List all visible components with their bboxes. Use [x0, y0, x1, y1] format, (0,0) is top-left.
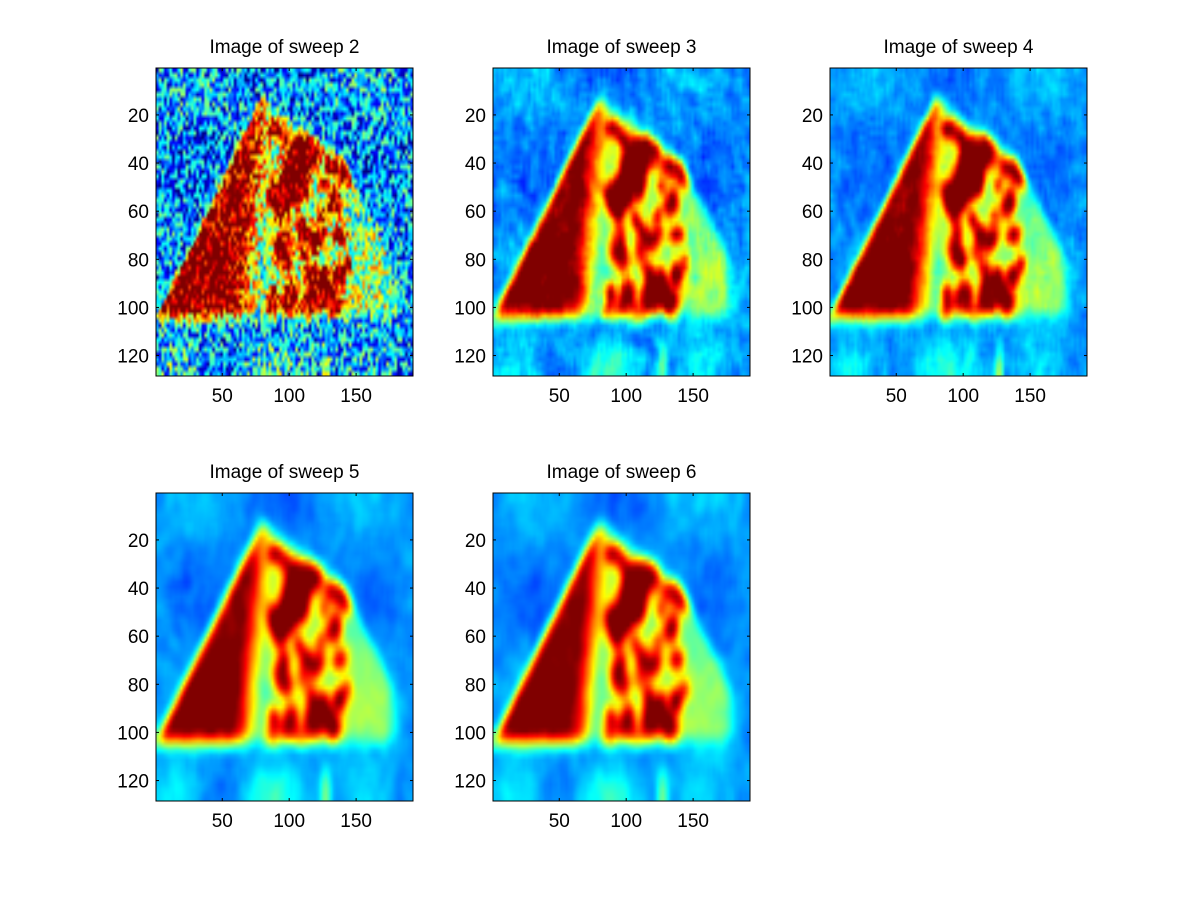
y-tick-label: 80 — [465, 250, 486, 271]
subplot-4: Image of sweep 5 50 100 150 20 40 60 80 100 120 — [117, 462, 414, 832]
y-tick-label: 20 — [465, 106, 486, 127]
y-tick-label: 120 — [454, 347, 486, 368]
y-tick-label: 120 — [117, 347, 149, 368]
y-tick-label: 40 — [465, 579, 486, 600]
axes-frame — [155, 67, 414, 377]
y-tick-label: 80 — [465, 675, 486, 696]
x-tick-label: 50 — [886, 386, 907, 407]
x-tick-label: 50 — [549, 386, 570, 407]
y-tick-label: 100 — [454, 298, 486, 319]
axes-frame — [492, 67, 751, 377]
y-tick-label: 120 — [117, 772, 149, 793]
axes-frame — [829, 67, 1088, 377]
y-tick-label: 80 — [128, 250, 149, 271]
x-tick-label: 150 — [677, 386, 709, 407]
y-tick-label: 60 — [465, 627, 486, 648]
x-tick-label: 50 — [212, 811, 233, 832]
y-tick-label: 40 — [465, 154, 486, 175]
y-tick-label: 60 — [128, 202, 149, 223]
subplot-grid: Image of sweep 250 100 15020406080100120Im… — [117, 37, 1088, 832]
subplot-5: Image of sweep 6 50 100 150 20 40 60 80 100 120 — [454, 462, 751, 832]
heatmap-image — [493, 68, 750, 376]
heatmap-image — [156, 68, 413, 376]
y-tick-label: 60 — [128, 627, 149, 648]
y-tick-label: 60 — [465, 202, 486, 223]
x-tick-label: 100 — [947, 386, 979, 407]
subplot-title: Image of sweep 4 — [884, 37, 1034, 58]
subplot-title: Image of sweep 5 — [210, 462, 360, 483]
subplot-2: Image of sweep 3 50 100 150 20 40 60 80 100 120 — [454, 37, 751, 407]
x-tick-label: 100 — [610, 386, 642, 407]
y-tick-label: 120 — [791, 347, 823, 368]
axes-frame — [492, 492, 751, 802]
heatmap-image — [830, 68, 1087, 376]
axes-frame — [155, 492, 414, 802]
x-tick-label: 100 — [273, 386, 305, 407]
y-tick-label: 20 — [128, 106, 149, 127]
y-tick-label: 40 — [128, 154, 149, 175]
y-tick-label: 100 — [117, 723, 149, 744]
y-tick-label: 20 — [802, 106, 823, 127]
y-tick-label: 100 — [117, 298, 149, 319]
subplot-title: Image of sweep 2 — [210, 37, 360, 58]
y-tick-label: 20 — [465, 531, 486, 552]
subplot-title: Image of sweep 6 — [547, 462, 697, 483]
x-tick-label: 100 — [610, 811, 642, 832]
subplot-1: Image of sweep 2 50 100 150 20 40 60 80 100 120 — [117, 37, 414, 407]
y-tick-label: 80 — [802, 250, 823, 271]
x-tick-label: 50 — [212, 386, 233, 407]
y-tick-label: 80 — [128, 675, 149, 696]
x-tick-label: 100 — [273, 811, 305, 832]
y-tick-label: 40 — [802, 154, 823, 175]
y-tick-label: 40 — [128, 579, 149, 600]
y-tick-label: 120 — [454, 772, 486, 793]
x-tick-label: 150 — [1014, 386, 1046, 407]
y-tick-label: 60 — [802, 202, 823, 223]
x-tick-label: 150 — [340, 811, 372, 832]
y-tick-label: 100 — [454, 723, 486, 744]
y-tick-label: 100 — [791, 298, 823, 319]
y-tick-label: 20 — [128, 531, 149, 552]
heatmap-image — [493, 493, 750, 801]
subplot-3: Image of sweep 4 50 100 150 20 40 60 80 100 120 — [791, 37, 1088, 407]
heatmap-image — [156, 493, 413, 801]
x-tick-label: 50 — [549, 811, 570, 832]
subplot-title: Image of sweep 3 — [547, 37, 697, 58]
x-tick-label: 150 — [677, 811, 709, 832]
x-tick-label: 150 — [340, 386, 372, 407]
